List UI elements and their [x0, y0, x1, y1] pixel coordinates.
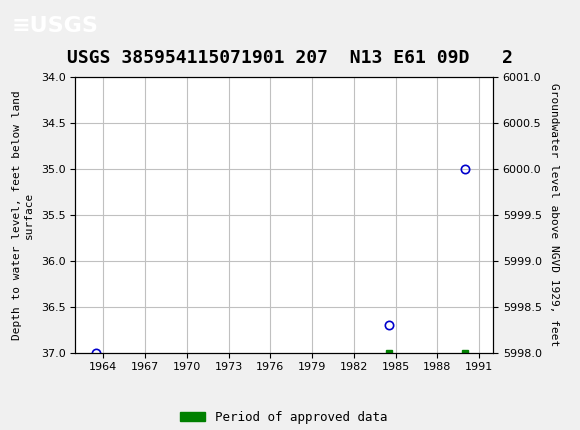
- Y-axis label: Depth to water level, feet below land
surface: Depth to water level, feet below land su…: [12, 90, 34, 340]
- Text: USGS 385954115071901 207  N13 E61 09D   2: USGS 385954115071901 207 N13 E61 09D 2: [67, 49, 513, 67]
- Y-axis label: Groundwater level above NGVD 1929, feet: Groundwater level above NGVD 1929, feet: [549, 83, 559, 347]
- Text: ≡USGS: ≡USGS: [12, 16, 99, 36]
- Legend: Period of approved data: Period of approved data: [176, 406, 393, 429]
